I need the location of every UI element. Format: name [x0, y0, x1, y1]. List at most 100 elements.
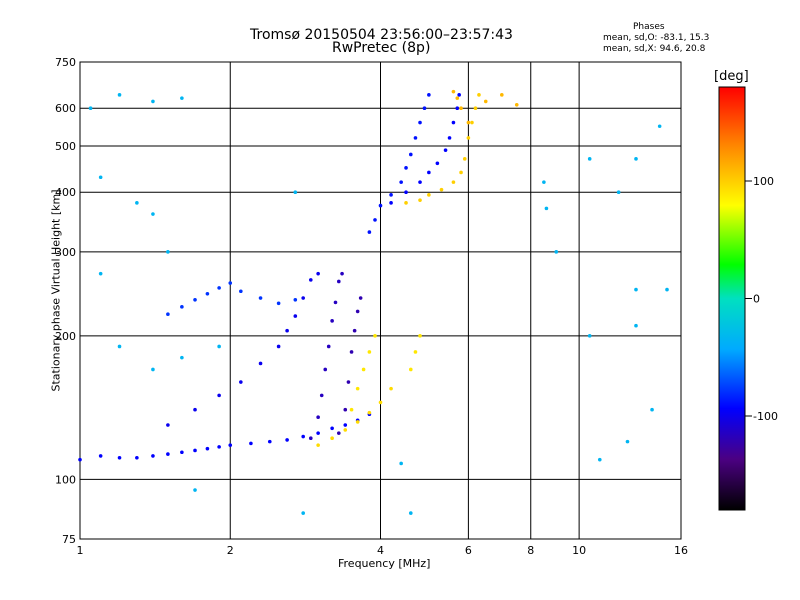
data-point [98, 271, 103, 276]
data-point [308, 436, 313, 441]
x-tick-label: 6 [465, 544, 472, 557]
y-axis-ticks: 75 100 200 300 400 500 600 750 [55, 56, 76, 546]
data-point [316, 443, 320, 447]
data-point [180, 96, 184, 100]
data-point [367, 230, 372, 234]
data-point [78, 457, 82, 462]
data-point [323, 367, 328, 372]
data-point [180, 305, 184, 309]
data-point [355, 386, 360, 391]
data-point [330, 436, 334, 441]
data-point [267, 439, 272, 444]
data-point [355, 420, 360, 424]
data-point [151, 454, 155, 458]
x-tick-label: 2 [227, 544, 234, 557]
data-point [166, 312, 170, 316]
y-tick-label: 750 [55, 56, 76, 69]
data-point [408, 511, 413, 515]
data-point [343, 407, 348, 412]
data-point [117, 455, 122, 460]
data-point [587, 157, 592, 161]
data-point [135, 455, 139, 460]
data-point [239, 289, 243, 294]
data-point [205, 291, 210, 296]
data-point [340, 271, 344, 276]
phase-o-stats: mean, sd,O: -83.1, 15.3 [603, 33, 710, 43]
data-point [650, 407, 654, 412]
data-point [542, 180, 546, 184]
data-point [418, 334, 422, 338]
data-point [466, 136, 471, 140]
phase-x-stats: mean, sd,X: 94.6, 20.8 [603, 44, 706, 54]
x-axis-ticks: 1 2 4 6 8 10 16 [77, 544, 689, 557]
data-point [459, 170, 463, 175]
data-point [193, 407, 197, 412]
x-tick-label: 8 [527, 544, 534, 557]
colorbar [718, 86, 746, 511]
data-point [389, 201, 393, 205]
data-point [205, 446, 210, 451]
data-point [316, 415, 320, 420]
data-point [349, 407, 354, 412]
data-point [355, 309, 360, 314]
y-tick-label: 75 [62, 533, 76, 546]
data-point [319, 393, 324, 398]
data-point [389, 386, 393, 391]
phase-heading: Phases [633, 22, 665, 32]
data-point [293, 190, 298, 195]
data-point [330, 426, 334, 431]
data-point [597, 457, 602, 462]
data-point [451, 180, 456, 184]
data-point [378, 400, 383, 405]
data-point [333, 300, 338, 305]
data-point [455, 96, 460, 100]
data-point [657, 124, 662, 129]
data-point [228, 281, 233, 285]
data-point [180, 450, 184, 455]
data-point [316, 431, 320, 435]
data-point [634, 157, 638, 161]
data-point [151, 212, 155, 216]
data-point [367, 410, 372, 415]
data-point [346, 380, 351, 384]
data-point [249, 441, 253, 446]
data-point [98, 175, 103, 180]
data-points [78, 89, 669, 515]
data-point [427, 193, 431, 197]
data-point [337, 279, 341, 284]
data-point [451, 89, 456, 94]
data-point [427, 170, 431, 175]
data-point [117, 93, 122, 97]
data-point [301, 296, 305, 300]
data-point [408, 152, 413, 157]
data-point [634, 287, 638, 292]
data-point [422, 106, 427, 111]
data-point [378, 203, 383, 208]
data-point [665, 287, 669, 292]
x-tick-label: 1 [77, 544, 84, 557]
data-point [447, 136, 452, 140]
data-point [373, 218, 377, 222]
data-point [634, 323, 638, 328]
data-point [443, 148, 448, 152]
data-point [166, 423, 170, 427]
x-tick-label: 4 [377, 544, 384, 557]
data-point [117, 344, 122, 349]
data-point [88, 106, 93, 111]
data-point [285, 328, 289, 333]
y-tick-label: 500 [55, 140, 76, 153]
data-point [217, 286, 221, 290]
data-point [337, 431, 341, 435]
data-point [276, 301, 281, 306]
data-point [616, 190, 621, 195]
data-point [500, 93, 504, 97]
data-point [408, 367, 413, 372]
data-point [625, 439, 630, 444]
data-point [462, 157, 467, 161]
data-point [217, 344, 221, 349]
x-axis-label: Frequency [MHz] [338, 557, 431, 570]
data-point [470, 120, 474, 125]
data-point [151, 367, 155, 372]
data-point [435, 161, 440, 166]
data-point [404, 166, 408, 170]
